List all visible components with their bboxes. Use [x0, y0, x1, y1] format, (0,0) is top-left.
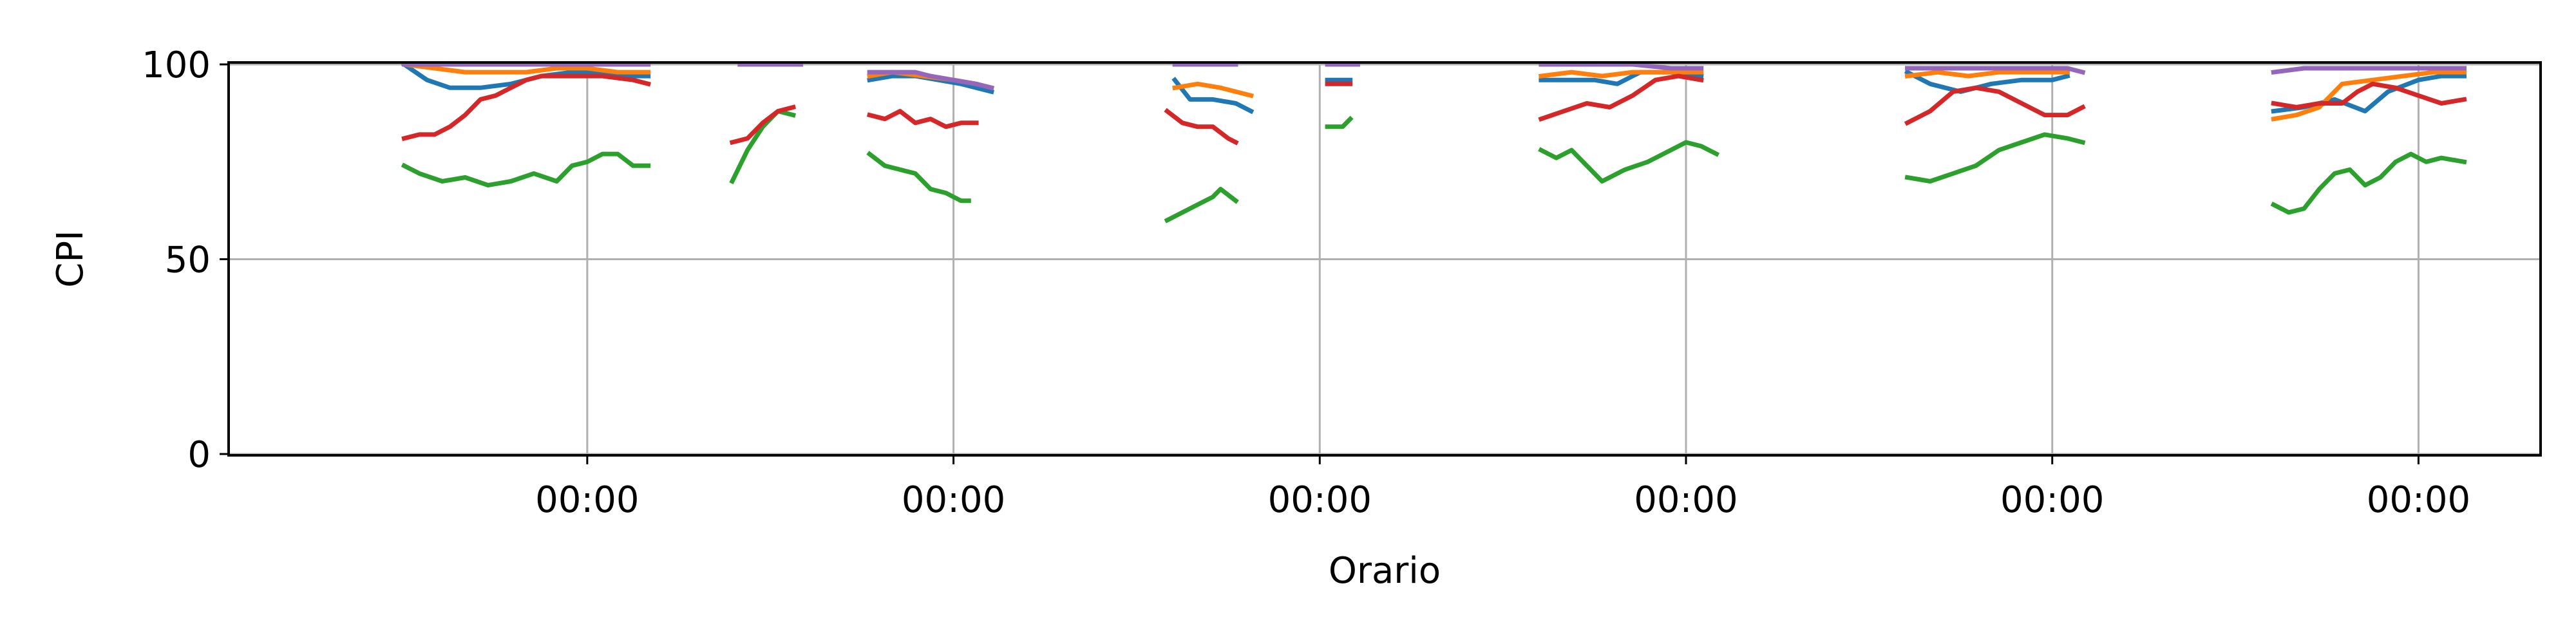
series-line-segment [2271, 81, 2467, 109]
x-tick-label: 00:00 [535, 479, 639, 521]
series-line-segment [2271, 70, 2467, 122]
series-line-segment [1539, 62, 1704, 71]
series-line-segment [1904, 69, 2070, 94]
y-tick-label: 0 [187, 434, 211, 476]
series-4 [402, 62, 2467, 91]
series-line-segment [1538, 140, 1720, 184]
series-line-segment [401, 151, 651, 188]
grid [229, 62, 2541, 455]
x-tick-label: 00:00 [902, 479, 1005, 521]
x-tick-label: 00:00 [1268, 479, 1372, 521]
series-line-segment [729, 104, 797, 146]
series-line-segment [1172, 81, 1254, 99]
x-tick-label: 00:00 [2000, 479, 2104, 521]
axis-ticks: 00:00 00:00 00:00 00:00 00:00 00:00 0 50 100 [142, 44, 2470, 521]
series-0 [401, 61, 2467, 115]
series-line-segment [401, 73, 651, 142]
series-layer [401, 61, 2467, 223]
series-line-segment [2270, 151, 2467, 215]
series-line-segment [866, 151, 971, 204]
series-1 [401, 62, 2467, 122]
series-line-segment [1171, 77, 1255, 115]
y-tick-label: 50 [165, 240, 211, 281]
y-tick-label: 100 [142, 44, 211, 86]
series-line-segment [1905, 66, 2086, 75]
series-line-segment [1904, 132, 2086, 184]
x-tick-label: 00:00 [2367, 479, 2470, 521]
x-axis-title: Orario [1329, 550, 1441, 592]
series-line-segment [2271, 66, 2467, 75]
series-line-segment [1325, 115, 1354, 129]
series-line-segment [1904, 70, 2070, 79]
y-axis-title: CPI [50, 230, 91, 287]
series-line-segment [1904, 85, 2086, 126]
x-tick-label: 00:00 [1634, 479, 1738, 521]
series-line-segment [1538, 70, 1704, 79]
series-line-segment [1538, 73, 1704, 122]
series-line-segment [1164, 108, 1239, 146]
series-line-segment [867, 70, 995, 91]
series-3 [401, 73, 2467, 146]
series-line-segment [1164, 187, 1239, 223]
series-line-segment [401, 62, 651, 75]
series-line-segment [866, 109, 979, 129]
series-2 [401, 109, 2467, 223]
series-line-segment [729, 109, 797, 185]
